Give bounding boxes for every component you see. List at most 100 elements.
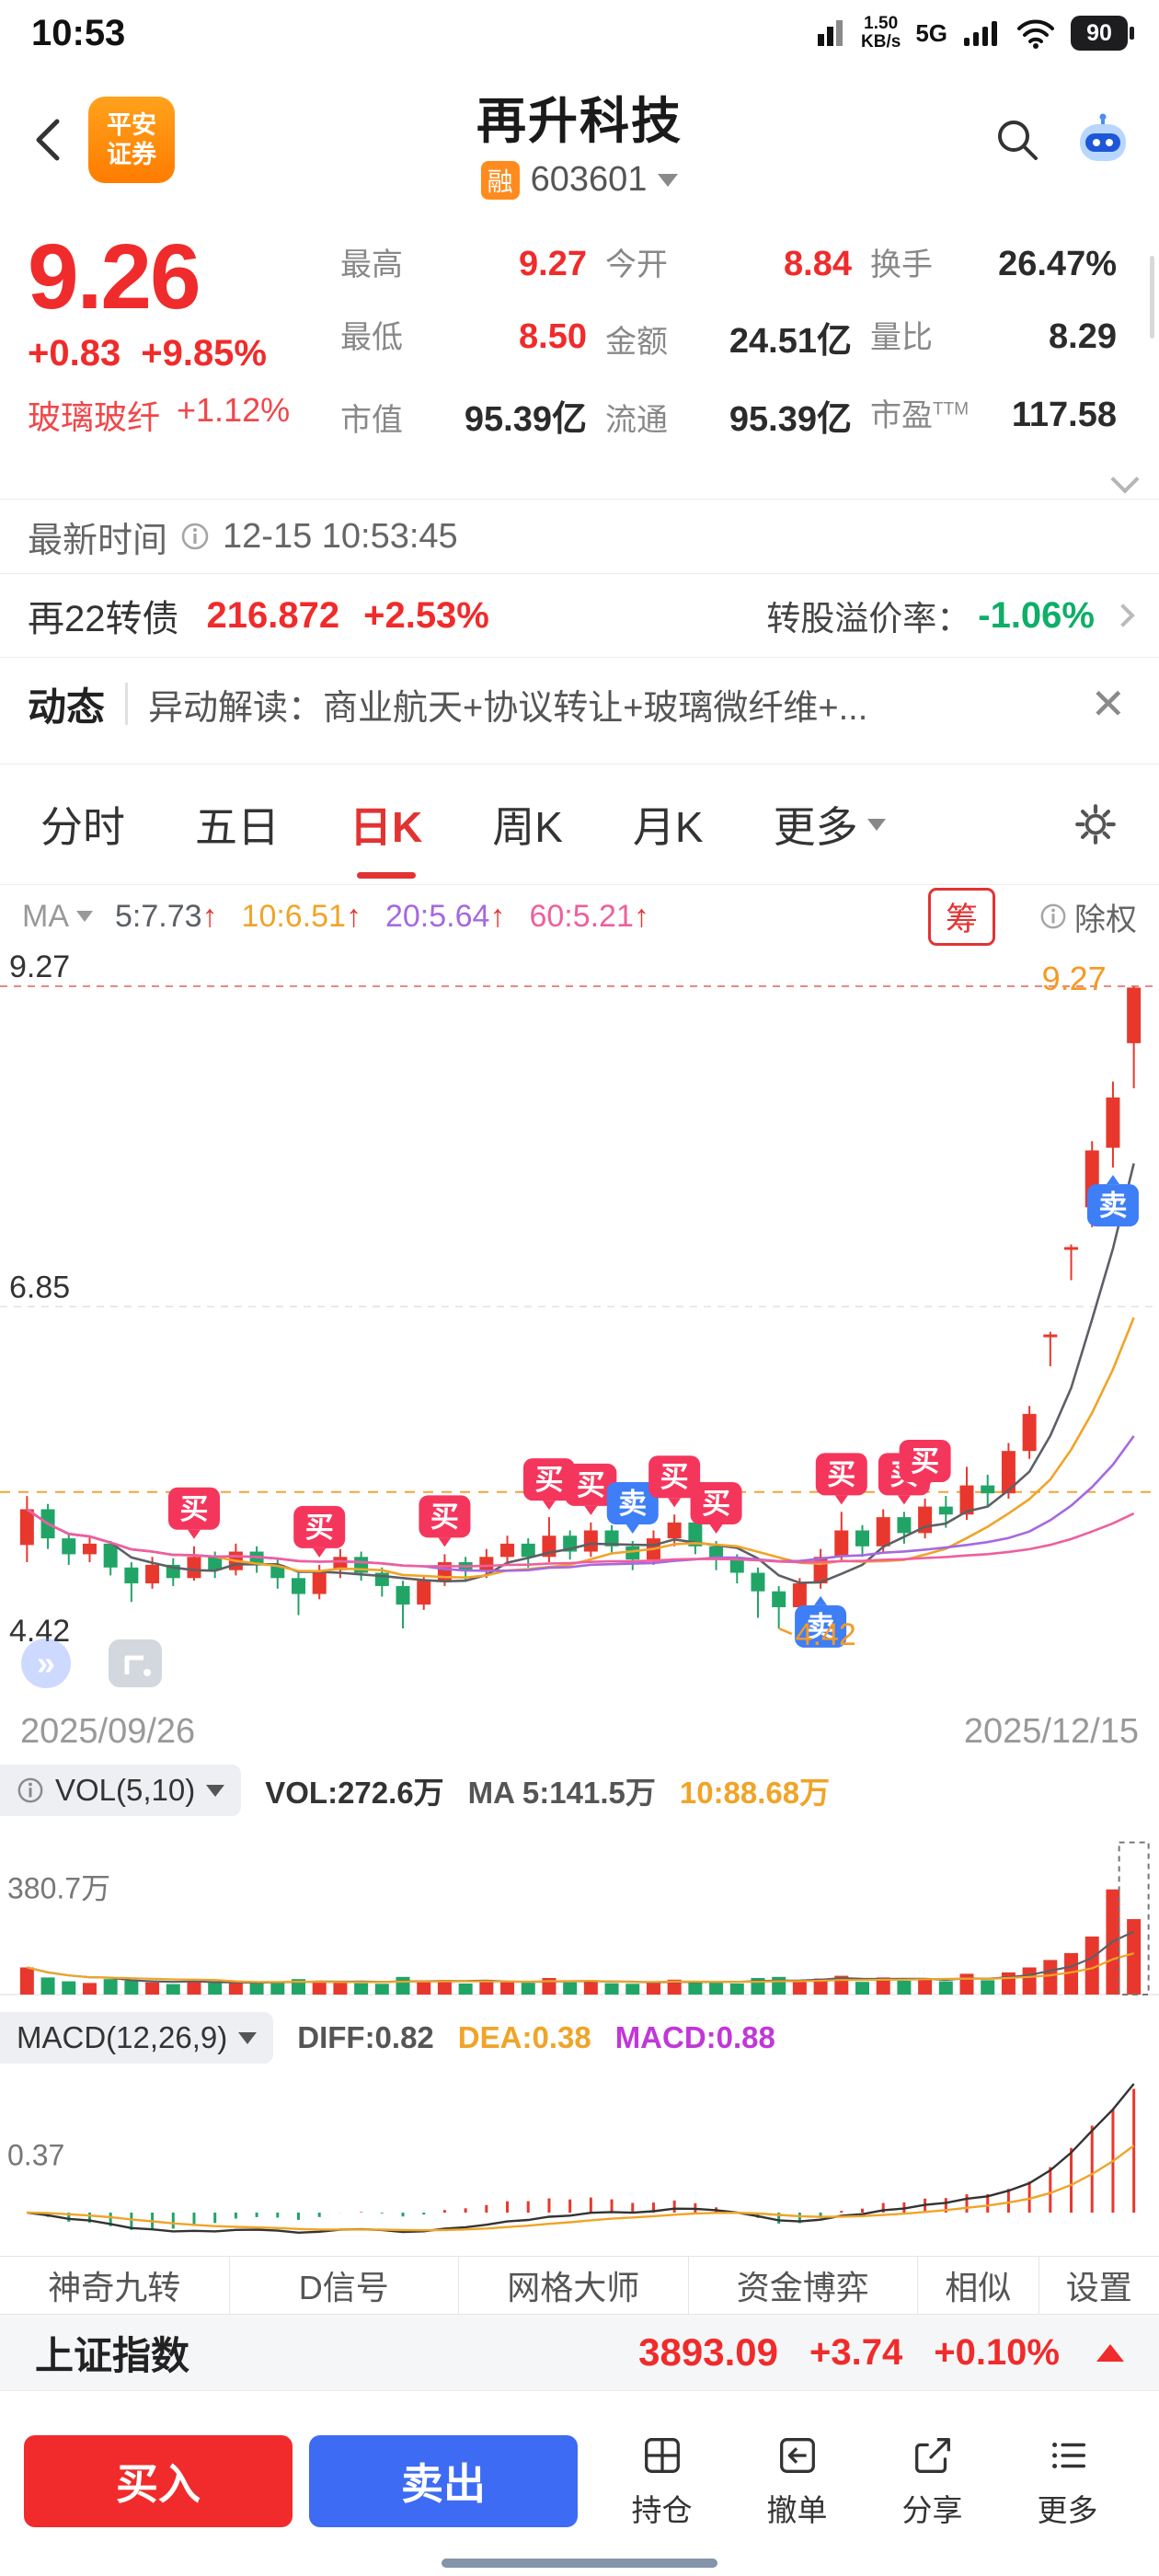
kline-chart[interactable]: 9.276.854.42买买买买买卖买买卖买买买卖9.274.42» — [0, 948, 1159, 1702]
svg-text:买: 买 — [179, 1493, 208, 1525]
latest-time-value: 12-15 10:53:45 — [223, 516, 458, 556]
collapse-arrow-icon[interactable] — [1096, 2343, 1124, 2362]
info-icon — [1040, 903, 1066, 929]
divider — [125, 683, 129, 725]
search-icon[interactable] — [993, 116, 1041, 164]
tab-day-k[interactable]: 日K — [350, 794, 422, 879]
stat-amount: 金额 24.51亿 — [605, 322, 852, 361]
svg-text:380.7万: 380.7万 — [7, 1872, 110, 1905]
ma-selector[interactable]: MA — [22, 899, 93, 935]
macd-dea: DEA:0.38 — [457, 2020, 591, 2054]
buy-signal-tag[interactable]: 买 — [690, 1482, 742, 1535]
premium-label: 转股溢价率： — [766, 600, 971, 638]
news-row[interactable]: 动态 异动解读：商业航天+协议转让+玻璃微纤维+... ✕ — [0, 658, 1159, 750]
quote-section: 9.26 +0.83 +9.85% 玻璃玻纤 +1.12% 最高 9.27 今开 8.… — [0, 213, 1159, 499]
fn-tab-grid-master[interactable]: 网格大师 — [459, 2257, 689, 2314]
stat-low: 最低 8.50 — [340, 317, 587, 356]
close-icon[interactable]: ✕ — [1090, 680, 1126, 728]
buy-signal-tag[interactable]: 买 — [167, 1487, 220, 1539]
macd-value: MACD:0.88 — [614, 2020, 775, 2054]
sell-signal-tag[interactable]: 卖 — [1086, 1175, 1139, 1227]
tab-week-k[interactable]: 周K — [492, 803, 563, 851]
data-usage-icon — [818, 20, 843, 46]
info-icon[interactable] — [180, 522, 210, 551]
price-change: +0.83 — [28, 333, 121, 374]
fn-tab-settings[interactable]: 设置 — [1065, 2269, 1132, 2306]
index-bar[interactable]: 上证指数 3893.09 +3.74 +0.10% — [0, 2315, 1159, 2390]
date-axis: 2025/09/26 2025/12/15 — [0, 1702, 1159, 1761]
svg-text:买: 买 — [430, 1501, 459, 1533]
svg-text:卖: 卖 — [1098, 1190, 1127, 1222]
svg-text:6.85: 6.85 — [9, 1270, 70, 1305]
svg-text:买: 买 — [660, 1461, 689, 1493]
back-button[interactable] — [28, 112, 68, 167]
network-type-label: 5G — [915, 18, 947, 47]
sector-name: 玻璃玻纤 — [28, 398, 161, 436]
tab-five-day[interactable]: 五日 — [195, 803, 280, 851]
buy-button[interactable]: 买入 — [24, 2435, 293, 2527]
bond-price: 216.872 — [206, 594, 340, 636]
tab-more[interactable]: 更多 — [774, 794, 886, 855]
share-button[interactable]: 分享 — [865, 2432, 1000, 2530]
fn-tab-fund-game[interactable]: 资金博弈 — [689, 2257, 919, 2314]
forecast-volume-box — [1118, 1841, 1150, 1995]
price-change-row: +0.83 +9.85% — [28, 333, 313, 374]
buy-signal-tag[interactable]: 买 — [815, 1453, 867, 1505]
svg-text:买: 买 — [305, 1512, 334, 1544]
latest-time-label: 最新时间 — [28, 521, 168, 560]
stats-scroll-indicator — [1150, 256, 1154, 339]
stat-high: 最高 9.27 — [340, 245, 587, 283]
buy-signal-tag[interactable]: 买 — [293, 1505, 346, 1558]
network-speed: 1.50 KB/s — [861, 14, 901, 52]
volume-chart[interactable]: 380.7万 — [0, 1820, 1159, 2008]
broker-logo: 平安 证券 — [88, 97, 175, 183]
more-icon — [1045, 2432, 1091, 2478]
quote-stats-grid[interactable]: 最高 9.27 今开 8.84 换手 26.47% 最低 8.50 金额 24.51亿 量比 8.29… — [313, 230, 1159, 499]
tab-minute[interactable]: 分时 — [40, 803, 125, 851]
sell-signal-tag[interactable]: 卖 — [606, 1482, 659, 1535]
sell-button[interactable]: 卖出 — [309, 2435, 578, 2527]
position-button[interactable]: 持仓 — [594, 2432, 729, 2530]
svg-text:卖: 卖 — [807, 1611, 835, 1643]
macd-chart[interactable]: 0.37 — [0, 2067, 1159, 2256]
stock-code-row[interactable]: 融 603601 — [476, 160, 683, 200]
buy-signal-tag[interactable]: 买 — [565, 1463, 617, 1515]
ai-assistant-icon[interactable] — [1074, 113, 1131, 167]
more-button[interactable]: 更多 — [1000, 2432, 1135, 2530]
vol-ma5: MA 5:141.5万 — [467, 1776, 656, 1810]
svg-text:买: 买 — [534, 1464, 563, 1496]
sell-signal-tag[interactable]: 卖 — [795, 1595, 847, 1648]
expand-left-button[interactable]: » — [21, 1639, 71, 1688]
fn-tab-d-signal[interactable]: D信号 — [230, 2257, 460, 2314]
margin-badge: 融 — [480, 160, 520, 200]
info-icon — [17, 1777, 43, 1803]
convertible-bond-row[interactable]: 再22转债 216.872 +2.53% 转股溢价率： -1.06% — [0, 574, 1159, 657]
tab-month-k[interactable]: 月K — [632, 803, 704, 851]
price-change-pct: +9.85% — [141, 333, 267, 374]
gear-icon[interactable] — [1073, 801, 1119, 847]
volume-indicator-selector[interactable]: VOL(5,10) — [0, 1765, 242, 1816]
svg-text:买: 买 — [827, 1458, 855, 1490]
last-price: 9.26 — [28, 225, 201, 328]
fn-tab-nine-turn[interactable]: 神奇九转 — [0, 2257, 230, 2314]
ma60-value: 60:5.21↑ — [529, 898, 649, 934]
fn-tab-similar[interactable]: 相似 — [918, 2257, 1039, 2314]
buy-signal-tag[interactable]: 买 — [419, 1495, 471, 1547]
buy-signal-tag[interactable]: 买 — [522, 1458, 575, 1511]
rotate-landscape-button[interactable] — [109, 1639, 162, 1687]
status-bar: 10:53 1.50 KB/s 5G 90 — [0, 0, 1159, 66]
buy-signal-tag[interactable]: 买 — [899, 1439, 951, 1491]
sector-row[interactable]: 玻璃玻纤 +1.12% — [28, 391, 313, 439]
battery-indicator: 90 — [1071, 16, 1134, 51]
chips-button[interactable]: 筹 — [927, 887, 995, 946]
stat-float-cap: 流通 95.39亿 — [605, 400, 852, 439]
stat-vol-ratio: 量比 8.29 — [870, 317, 1117, 356]
home-indicator — [442, 2559, 717, 2568]
signal-bars-icon — [964, 21, 997, 46]
clock: 10:53 — [31, 12, 126, 53]
buy-signal-tag[interactable]: 买 — [648, 1455, 701, 1508]
cancel-order-button[interactable]: 撤单 — [729, 2432, 865, 2530]
ex-rights-toggle[interactable]: 除权 — [1039, 894, 1137, 939]
macd-indicator-selector[interactable]: MACD(12,26,9) — [0, 2012, 274, 2064]
